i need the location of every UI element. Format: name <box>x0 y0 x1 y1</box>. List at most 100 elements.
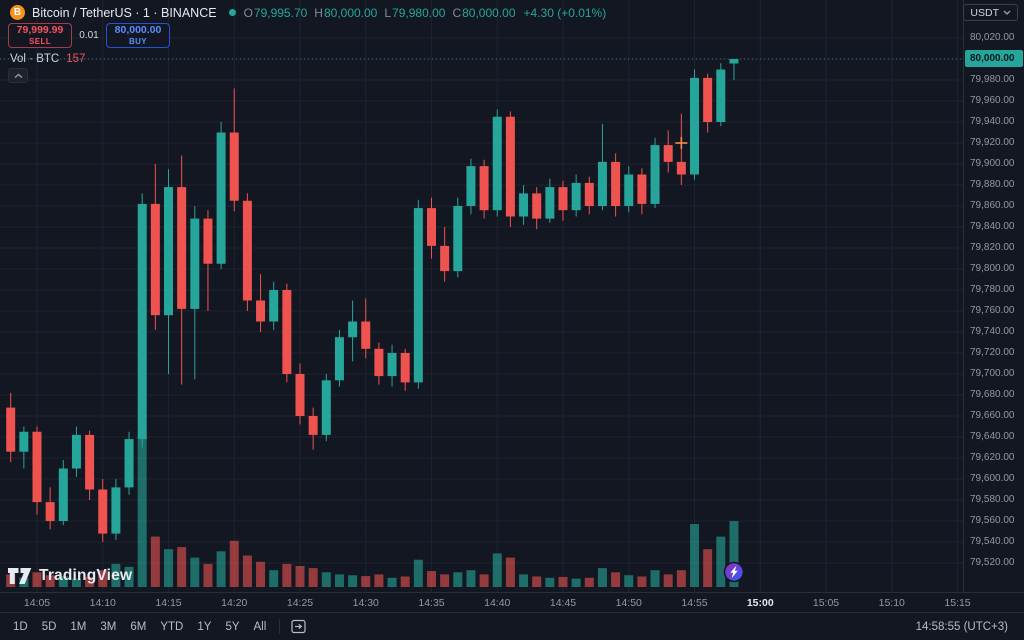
candle-body <box>98 489 108 534</box>
range-button-6m[interactable]: 6M <box>123 618 153 636</box>
sell-button[interactable]: 79,999.99 SELL <box>8 23 72 48</box>
price-axis-label: 79,560.00 <box>970 515 1015 526</box>
volume-bar <box>124 566 134 587</box>
volume-bar <box>177 547 187 587</box>
time-axis-label: 14:35 <box>418 597 445 609</box>
time-axis-label: 14:15 <box>155 597 182 609</box>
candle-body <box>348 321 358 338</box>
time-axis-label: 14:40 <box>484 597 511 609</box>
toolbar-divider <box>279 619 281 634</box>
sell-label: SELL <box>28 37 52 46</box>
range-button-5y[interactable]: 5Y <box>218 618 246 636</box>
volume-bar <box>571 578 581 587</box>
candle-body <box>295 374 305 416</box>
range-button-3m[interactable]: 3M <box>93 618 123 636</box>
volume-bar <box>545 577 555 587</box>
price-axis-label: 79,880.00 <box>970 179 1015 190</box>
buy-price: 80,000.00 <box>114 24 162 36</box>
timezone-clock[interactable]: 14:58:55 (UTC+3) <box>910 620 1014 634</box>
price-axis-label: 79,960.00 <box>970 95 1015 106</box>
volume-bar <box>85 576 95 587</box>
candle-body <box>584 182 594 206</box>
volume-bar <box>505 557 515 587</box>
volume-bar <box>663 574 673 587</box>
bitcoin-icon: B <box>10 5 25 20</box>
volume-bar <box>190 557 200 587</box>
price-axis-label: 79,780.00 <box>970 284 1015 295</box>
chart-pane[interactable]: B Bitcoin / TetherUS · 1 · BINANCE O79,9… <box>0 0 963 592</box>
bottom-toolbar: 1D 5D 1M 3M 6M YTD 1Y 5Y All 14:58:55 (UTC+3) <box>0 612 1024 640</box>
time-axis-label: 14:10 <box>89 597 116 609</box>
price-axis-label: 79,940.00 <box>970 116 1015 127</box>
tradingview-logo-icon <box>8 568 32 584</box>
candle-body <box>558 187 568 211</box>
spread-value: 0.01 <box>79 30 99 41</box>
candle-body <box>492 116 502 211</box>
candle-body <box>597 161 607 206</box>
candle-body <box>229 132 239 201</box>
candle-body <box>453 206 463 272</box>
candle-body <box>374 348 384 377</box>
volume-bar <box>98 570 108 587</box>
candle-body <box>427 208 436 246</box>
range-button-all[interactable]: All <box>247 618 274 636</box>
volume-bar <box>532 576 542 587</box>
candle-body <box>19 431 29 452</box>
candle-body <box>256 300 266 322</box>
price-axis-label: 79,760.00 <box>970 305 1015 316</box>
volume-bar <box>703 549 713 587</box>
price-axis[interactable]: 80,020.00 80,000.00 79,980.00 79,960.00 79,9… <box>963 0 1024 592</box>
range-button-ytd[interactable]: YTD <box>153 618 190 636</box>
candle-body <box>203 218 213 264</box>
volume-bar <box>558 576 568 587</box>
candle-body <box>269 290 279 322</box>
range-button-1m[interactable]: 1M <box>63 618 93 636</box>
price-axis-label: 79,740.00 <box>970 326 1015 337</box>
range-button-1y[interactable]: 1Y <box>190 618 218 636</box>
volume-bar <box>637 576 647 587</box>
candle-body <box>624 174 634 206</box>
volume-bar <box>611 572 621 587</box>
go-to-date-button[interactable] <box>286 616 311 637</box>
volume-bar <box>676 570 686 587</box>
candle-body <box>71 434 81 469</box>
legend-collapse-button[interactable] <box>8 68 28 83</box>
time-axis-label: 15:05 <box>812 597 840 609</box>
ohlc-values: O79,995.70 H80,000.00 L79,980.00 C80,000… <box>244 6 523 20</box>
price-axis-label: 79,720.00 <box>970 347 1015 358</box>
go-to-date-icon <box>291 619 306 634</box>
currency-selector-button[interactable]: USDT <box>963 4 1018 21</box>
candle-body <box>216 132 226 264</box>
candlestick-svg[interactable] <box>0 0 963 592</box>
candle-body <box>32 431 42 503</box>
symbol-title[interactable]: Bitcoin / TetherUS · 1 · BINANCE <box>32 5 217 20</box>
time-axis[interactable]: 14:05 14:10 14:15 14:20 14:25 14:30 14:35 14:40… <box>0 592 1024 613</box>
volume-label: Vol · BTC <box>10 53 60 65</box>
range-button-5d[interactable]: 5D <box>35 618 64 636</box>
volume-bar <box>716 536 726 587</box>
price-axis-label: 79,920.00 <box>970 137 1015 148</box>
candle-body <box>177 187 187 309</box>
price-axis-label: 79,700.00 <box>970 368 1015 379</box>
price-axis-label: 79,640.00 <box>970 431 1015 442</box>
candle-body <box>479 166 489 211</box>
candle-body <box>242 200 252 301</box>
range-button-1d[interactable]: 1D <box>6 618 35 636</box>
candle-body <box>663 145 673 162</box>
volume-bar <box>597 568 607 587</box>
volume-bar <box>650 570 660 587</box>
volume-bar <box>729 521 739 587</box>
tradingview-watermark[interactable]: TradingView <box>8 567 132 585</box>
volume-bar <box>492 553 502 587</box>
volume-bar <box>466 570 476 587</box>
volume-bar <box>295 566 305 587</box>
price-axis-label: 79,860.00 <box>970 200 1015 211</box>
volume-bar <box>453 572 463 587</box>
high-label: H <box>314 5 323 20</box>
price-axis-label: 79,600.00 <box>970 473 1015 484</box>
market-status-dot <box>228 9 236 16</box>
buy-button[interactable]: 80,000.00 BUY <box>106 23 170 48</box>
candle-body <box>413 208 423 383</box>
sell-price: 79,999.99 <box>16 24 64 36</box>
time-axis-label: 15:00 <box>746 597 774 609</box>
